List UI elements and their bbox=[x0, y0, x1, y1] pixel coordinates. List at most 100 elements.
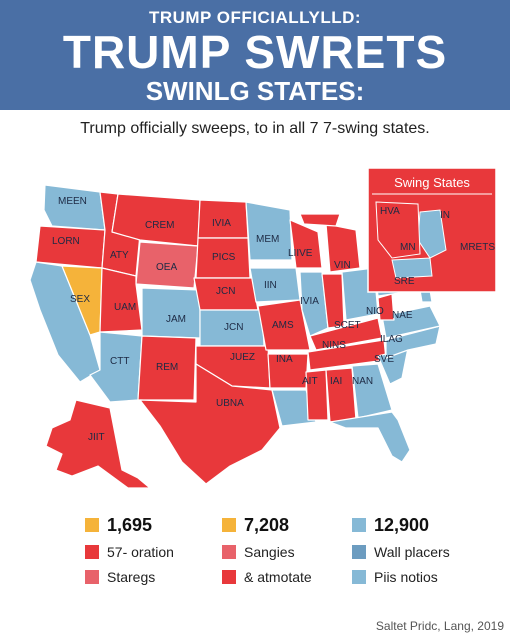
legend-label: Staregs bbox=[107, 569, 156, 585]
legend-swatch bbox=[85, 518, 99, 532]
state-wy bbox=[135, 241, 199, 289]
legend-label: 12,900 bbox=[374, 514, 430, 535]
legend-label: 1,695 bbox=[107, 514, 153, 535]
headline: TRUMP SWRETS bbox=[62, 26, 448, 78]
us-map: Swing States HVA IN MN MRETS SRE MEEN CR… bbox=[29, 167, 497, 489]
legend-swatch bbox=[85, 570, 99, 584]
state-label: SVE bbox=[374, 354, 394, 365]
state-label: OEA bbox=[156, 262, 177, 273]
legend-swatch bbox=[222, 545, 236, 559]
legend-item: Wall placers bbox=[352, 542, 450, 562]
legend-swatch bbox=[352, 570, 366, 584]
state-ok bbox=[195, 345, 271, 389]
legend-label: Piis notios bbox=[374, 569, 438, 585]
state-label: UBNA bbox=[216, 398, 244, 409]
legend-swatch bbox=[222, 570, 236, 584]
kicker-text: TRUMP OFFICIALLYLLD: bbox=[148, 8, 362, 27]
state-ut bbox=[99, 267, 143, 333]
legend-item: Sangies bbox=[222, 542, 295, 562]
state-tx bbox=[139, 363, 281, 485]
state-ms bbox=[305, 369, 329, 421]
inset-label: HVA bbox=[380, 206, 400, 217]
state-label: IVIA bbox=[212, 218, 231, 229]
inset-state-b bbox=[391, 257, 433, 279]
state-wa bbox=[43, 184, 106, 231]
state-label: JIIT bbox=[88, 432, 105, 443]
state-label: NINS bbox=[322, 340, 346, 351]
state-or bbox=[35, 225, 106, 269]
state-label: JAM bbox=[166, 314, 186, 325]
state-fl bbox=[329, 411, 411, 463]
legend-item: 1,695 bbox=[85, 515, 152, 535]
subheadline: SWINLG STATES: bbox=[145, 76, 365, 106]
state-label: REM bbox=[156, 362, 178, 373]
state-label: CREM bbox=[145, 220, 174, 231]
legend-label: 7,208 bbox=[244, 514, 290, 535]
state-label: IVIA bbox=[300, 296, 319, 307]
legend-swatch bbox=[85, 545, 99, 559]
state-label: SCET bbox=[334, 320, 361, 331]
legend-swatch bbox=[352, 518, 366, 532]
state-labels: MEEN CREM IVIA MEM LORN ATY OEA PICS LII… bbox=[52, 196, 413, 443]
state-label: UAM bbox=[114, 302, 136, 313]
inset-label: SRE bbox=[394, 276, 415, 287]
swing-states-inset: Swing States HVA IN MN MRETS SRE bbox=[367, 167, 497, 293]
legend-swatch bbox=[352, 545, 366, 559]
state-label: MEEN bbox=[58, 196, 87, 207]
inset-label: MRETS bbox=[460, 242, 495, 253]
state-label: JCN bbox=[216, 286, 235, 297]
state-label: LORN bbox=[52, 236, 80, 247]
state-label: IAI bbox=[330, 376, 342, 387]
state-co bbox=[141, 287, 201, 339]
legend-swatch bbox=[222, 518, 236, 532]
state-in bbox=[321, 273, 345, 329]
state-il bbox=[299, 271, 329, 337]
state-mn bbox=[245, 201, 293, 261]
state-label: INA bbox=[276, 354, 293, 365]
legend-label: Wall placers bbox=[374, 544, 450, 560]
state-la bbox=[271, 389, 317, 427]
state-label: AMS bbox=[272, 320, 294, 331]
title-banner: TRUMP OFFICIALLYLLD: TRUMP SWRETS SWINLG… bbox=[0, 0, 510, 110]
source-credit: Saltet Pridc, Lang, 2019 bbox=[375, 619, 504, 633]
legend-label: & atmotate bbox=[244, 569, 312, 585]
state-label: LIIVE bbox=[288, 248, 313, 259]
inset-state-c bbox=[375, 201, 421, 259]
state-label: JCN bbox=[224, 322, 243, 333]
state-nm bbox=[137, 335, 197, 401]
state-ar bbox=[267, 353, 309, 389]
legend-item: 7,208 bbox=[222, 515, 289, 535]
state-mo bbox=[257, 299, 311, 351]
legend-item: Staregs bbox=[85, 567, 155, 587]
state-label: ILAG bbox=[380, 334, 403, 345]
state-label: IIN bbox=[264, 280, 277, 291]
state-mi-up bbox=[299, 213, 341, 227]
state-label: VIN bbox=[334, 260, 351, 271]
state-label: NIO bbox=[366, 306, 384, 317]
state-label: PICS bbox=[212, 252, 236, 263]
state-wv bbox=[377, 293, 395, 321]
caption: Trump officially sweeps, to in all 7 7-s… bbox=[80, 120, 430, 137]
inset-label: MN bbox=[400, 242, 416, 253]
legend-item: 12,900 bbox=[352, 515, 429, 535]
legend-item: Piis notios bbox=[352, 567, 438, 587]
state-label: AIT bbox=[302, 376, 318, 387]
state-label: ATY bbox=[110, 250, 129, 261]
state-mi bbox=[325, 223, 361, 273]
inset-title: Swing States bbox=[394, 175, 470, 190]
state-va bbox=[381, 305, 441, 339]
state-label: CTT bbox=[110, 356, 129, 367]
state-ga bbox=[351, 363, 393, 419]
legend-label: Sangies bbox=[244, 544, 295, 560]
state-label: NAE bbox=[392, 310, 413, 321]
legend: 1,695 7,208 12,900 57- oration Sangies W… bbox=[0, 505, 510, 605]
inset-label: IN bbox=[440, 210, 450, 221]
state-label: JUEZ bbox=[230, 352, 255, 363]
state-mt bbox=[111, 193, 201, 247]
state-wi bbox=[289, 219, 323, 269]
legend-item: & atmotate bbox=[222, 567, 312, 587]
legend-item: 57- oration bbox=[85, 542, 174, 562]
state-label: SEX bbox=[70, 294, 90, 305]
legend-label: 57- oration bbox=[107, 544, 174, 560]
state-label: NAN bbox=[352, 376, 373, 387]
